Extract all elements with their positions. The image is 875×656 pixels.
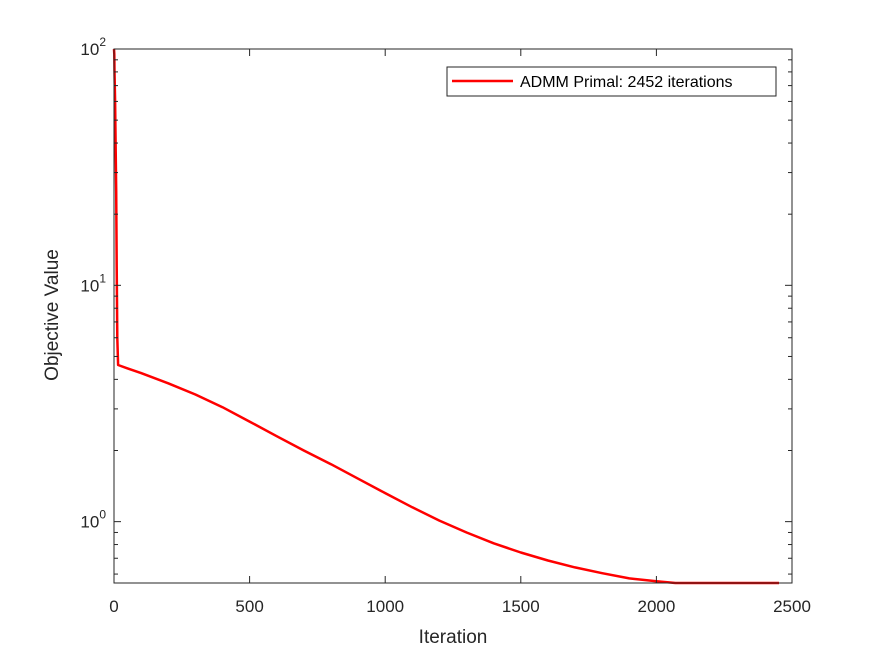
y-axis-label: Objective Value <box>42 249 63 381</box>
y-tick-label: 100 <box>80 508 106 532</box>
y-tick-label-base: 10 <box>80 276 99 295</box>
x-tick-label: 1000 <box>366 597 404 616</box>
series-line-admm-primal <box>112 48 779 585</box>
y-tick-label-exponent: 2 <box>99 35 106 49</box>
x-tick-label: 1500 <box>502 597 540 616</box>
axes-box <box>113 48 793 584</box>
y-tick-label: 102 <box>80 35 106 59</box>
x-tick-label: 2000 <box>637 597 675 616</box>
x-tick-label: 500 <box>235 597 263 616</box>
x-axis-label: Iteration <box>419 627 488 648</box>
plot-area <box>112 48 779 585</box>
y-tick-label: 101 <box>80 271 106 295</box>
legend-label-admm-primal: ADMM Primal: 2452 iterations <box>520 74 733 91</box>
y-tick-label-exponent: 0 <box>99 508 106 522</box>
legend: ADMM Primal: 2452 iterations <box>446 66 777 97</box>
y-tick-label-exponent: 1 <box>99 271 106 285</box>
x-tick-label: 2500 <box>773 597 811 616</box>
y-tick-label-base: 10 <box>80 40 99 59</box>
x-tick-label: 0 <box>109 597 118 616</box>
y-tick-label-base: 10 <box>80 513 99 532</box>
